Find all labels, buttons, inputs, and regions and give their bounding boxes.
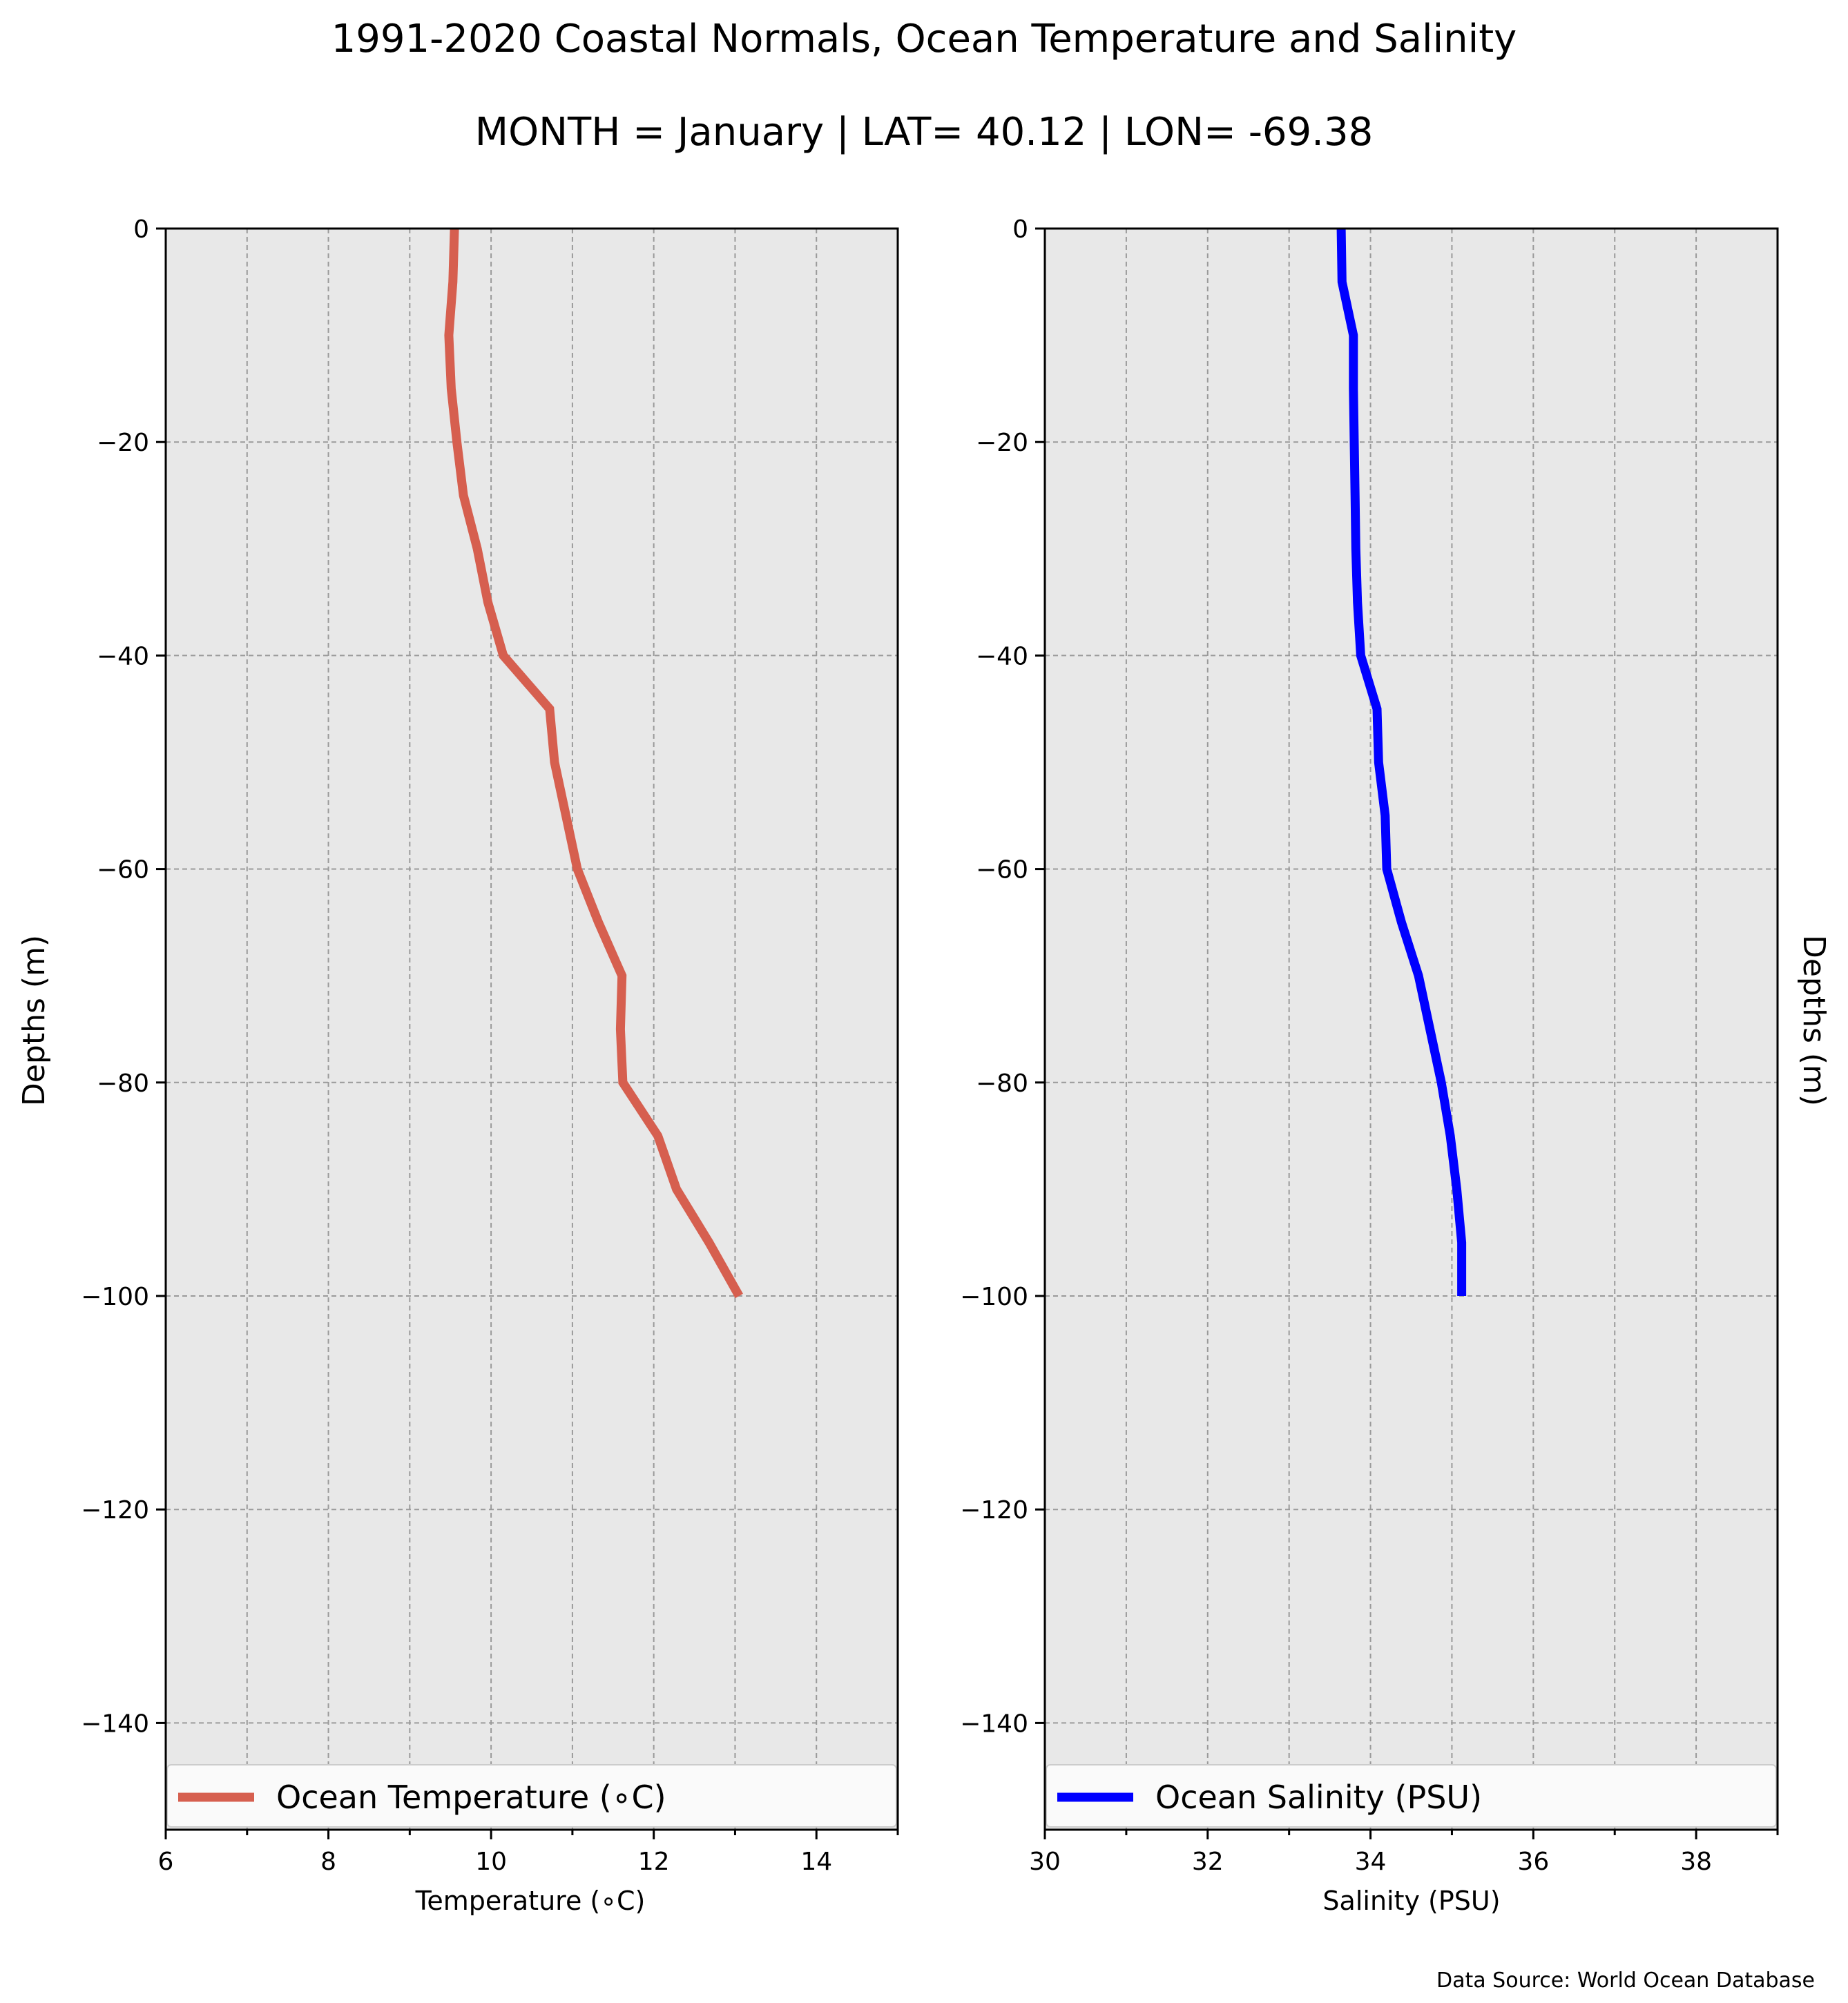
x-tick-label: 8 <box>320 1848 336 1876</box>
legend-box <box>166 1764 897 1828</box>
axes-frame <box>164 227 899 1831</box>
y-tick-label: −100 <box>960 1283 1028 1311</box>
y-tick-label: −120 <box>81 1496 149 1525</box>
x-tick-label: 34 <box>1355 1848 1387 1876</box>
temperature-panel: Ocean Temperature (∘C) 6 8 10 12 14 0 −20 −40 −60… <box>81 215 899 1876</box>
chart-subtitle: MONTH = January | LAT= 40.12 | LON= -69.… <box>475 110 1373 155</box>
y-tick-label: −20 <box>976 429 1028 457</box>
y-tick-label: −80 <box>976 1070 1028 1098</box>
chart-title: 1991-2020 Coastal Normals, Ocean Tempera… <box>331 17 1517 61</box>
x-tick-label: 12 <box>638 1848 670 1876</box>
legend: Ocean Temperature (∘C) <box>166 1764 897 1828</box>
x-tick-label: 6 <box>158 1848 174 1876</box>
series-line-salinity <box>1336 228 1467 1296</box>
x-tick-label: 36 <box>1517 1848 1549 1876</box>
left-y-axis-label: Depths (m) <box>17 935 52 1106</box>
plot-area <box>1045 229 1778 1830</box>
y-tick-label: 0 <box>1012 215 1028 244</box>
y-tick-label: −100 <box>81 1283 149 1311</box>
plot-area <box>166 229 898 1830</box>
y-tick-label: −20 <box>97 429 149 457</box>
right-y-axis-label: Depths (m) <box>1796 935 1831 1106</box>
salinity-x-axis-label: Salinity (PSU) <box>1322 1886 1500 1916</box>
salinity-panel: Ocean Salinity (PSU) 30 32 34 36 38 0 −20 −40 −60… <box>960 215 1779 1876</box>
axes-frame <box>1043 227 1779 1831</box>
legend-entry-label: Ocean Salinity (PSU) <box>1155 1779 1482 1816</box>
y-tick-label: −140 <box>81 1710 149 1738</box>
legend-entry-label: Ocean Temperature (∘C) <box>276 1779 666 1816</box>
legend: Ocean Salinity (PSU) <box>1046 1764 1777 1828</box>
temperature-x-axis-label: Temperature (∘C) <box>415 1886 646 1916</box>
y-tick-label: −40 <box>976 642 1028 670</box>
y-tick-label: −80 <box>97 1070 149 1098</box>
y-tick-label: −60 <box>976 856 1028 884</box>
x-tick-label: 38 <box>1680 1848 1712 1876</box>
y-tick-label: −40 <box>97 642 149 670</box>
y-tick-label: 0 <box>133 215 149 244</box>
x-tick-label: 30 <box>1029 1848 1061 1876</box>
legend-box <box>1046 1764 1777 1828</box>
x-tick-label: 14 <box>800 1848 832 1876</box>
x-tick-label: 10 <box>475 1848 507 1876</box>
y-tick-label: −120 <box>960 1496 1028 1525</box>
y-tick-label: −60 <box>97 856 149 884</box>
data-source-note: Data Source: World Ocean Database <box>1436 1968 1815 1993</box>
x-tick-label: 32 <box>1192 1848 1224 1876</box>
y-tick-label: −140 <box>960 1710 1028 1738</box>
series-line-temperature <box>444 228 743 1299</box>
